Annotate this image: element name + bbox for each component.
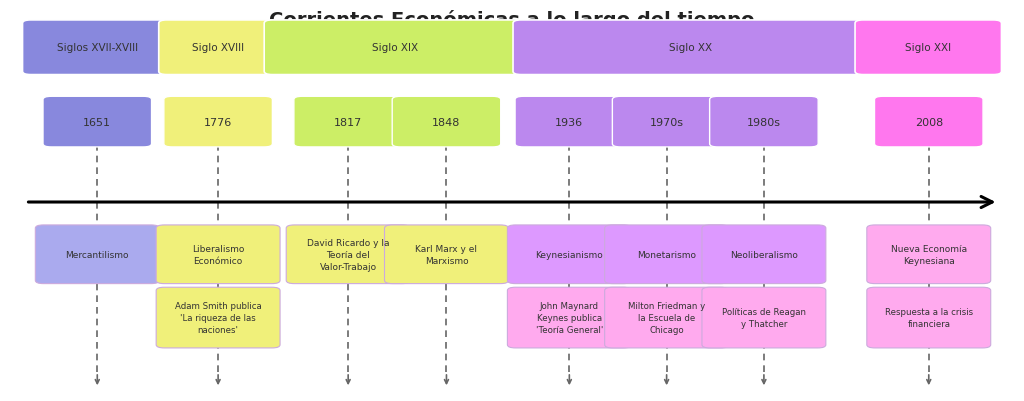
Text: Siglo XVIII: Siglo XVIII — [193, 43, 244, 53]
Text: 2008: 2008 — [914, 117, 943, 127]
FancyBboxPatch shape — [392, 97, 501, 148]
FancyBboxPatch shape — [287, 225, 410, 284]
Text: Respuesta a la crisis
financiera: Respuesta a la crisis financiera — [885, 308, 973, 328]
FancyBboxPatch shape — [604, 225, 729, 284]
FancyBboxPatch shape — [702, 225, 825, 284]
FancyBboxPatch shape — [855, 21, 1001, 75]
FancyBboxPatch shape — [874, 97, 983, 148]
Text: Siglo XXI: Siglo XXI — [905, 43, 951, 53]
Text: 1980s: 1980s — [746, 117, 781, 127]
Text: 1970s: 1970s — [649, 117, 684, 127]
FancyBboxPatch shape — [156, 225, 280, 284]
Text: Neoliberalismo: Neoliberalismo — [730, 250, 798, 259]
Text: 1817: 1817 — [334, 117, 362, 127]
FancyBboxPatch shape — [866, 225, 991, 284]
FancyBboxPatch shape — [385, 225, 508, 284]
FancyBboxPatch shape — [264, 21, 526, 75]
Text: Siglo XX: Siglo XX — [669, 43, 713, 53]
Text: Nueva Economía
Keynesiana: Nueva Economía Keynesiana — [891, 244, 967, 265]
FancyBboxPatch shape — [23, 21, 172, 75]
FancyBboxPatch shape — [604, 288, 729, 348]
FancyBboxPatch shape — [43, 97, 152, 148]
Text: Políticas de Reagan
y Thatcher: Políticas de Reagan y Thatcher — [722, 308, 806, 328]
FancyBboxPatch shape — [508, 288, 631, 348]
FancyBboxPatch shape — [156, 288, 280, 348]
FancyBboxPatch shape — [612, 97, 721, 148]
FancyBboxPatch shape — [35, 225, 160, 284]
Text: 1776: 1776 — [204, 117, 232, 127]
FancyBboxPatch shape — [710, 97, 818, 148]
FancyBboxPatch shape — [513, 21, 868, 75]
Text: Karl Marx y el
Marxismo: Karl Marx y el Marxismo — [416, 244, 477, 265]
Text: 1936: 1936 — [555, 117, 584, 127]
Text: Siglos XVII-XVIII: Siglos XVII-XVIII — [56, 43, 138, 53]
Text: Monetarismo: Monetarismo — [637, 250, 696, 259]
Text: David Ricardo y la
Teoría del
Valor-Trabajo: David Ricardo y la Teoría del Valor-Trab… — [307, 238, 389, 271]
Text: Corrientes Económicas a lo largo del tiempo: Corrientes Económicas a lo largo del tie… — [269, 10, 755, 30]
Text: Milton Friedman y
la Escuela de
Chicago: Milton Friedman y la Escuela de Chicago — [628, 302, 706, 334]
FancyBboxPatch shape — [866, 288, 991, 348]
Text: 1848: 1848 — [432, 117, 461, 127]
Text: 1651: 1651 — [83, 117, 112, 127]
FancyBboxPatch shape — [515, 97, 624, 148]
Text: Keynesianismo: Keynesianismo — [536, 250, 603, 259]
Text: Mercantilismo: Mercantilismo — [66, 250, 129, 259]
FancyBboxPatch shape — [159, 21, 278, 75]
Text: Liberalismo
Económico: Liberalismo Económico — [191, 244, 245, 265]
Text: John Maynard
Keynes publica
'Teoría General': John Maynard Keynes publica 'Teoría Gene… — [536, 302, 603, 334]
FancyBboxPatch shape — [508, 225, 631, 284]
Text: Adam Smith publica
'La riqueza de las
naciones': Adam Smith publica 'La riqueza de las na… — [175, 302, 261, 334]
FancyBboxPatch shape — [294, 97, 402, 148]
Text: Siglo XIX: Siglo XIX — [372, 43, 419, 53]
FancyBboxPatch shape — [702, 288, 825, 348]
FancyBboxPatch shape — [164, 97, 272, 148]
